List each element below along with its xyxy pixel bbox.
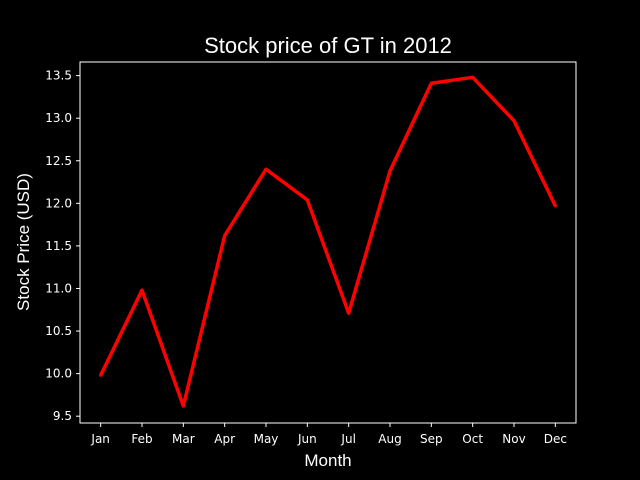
plot-frame	[79, 61, 577, 424]
data-point	[388, 169, 392, 173]
data-point	[181, 404, 185, 408]
x-axis-label: Month	[304, 451, 351, 470]
data-point	[99, 373, 103, 377]
x-tick-label: Mar	[172, 432, 195, 446]
data-point	[429, 81, 433, 85]
y-axis: 9.5 10.0 10.5 11.0 11.5 12.0 12.5 13.0 13.5	[45, 69, 80, 423]
y-tick-label: 12.5	[45, 154, 72, 168]
series-layer	[99, 75, 557, 408]
x-tick-label: Jul	[340, 432, 355, 446]
x-axis: Jan Feb Mar Apr May Jun Jul Aug Sep Oct Nov Dec	[90, 423, 567, 446]
y-tick-label: 12.0	[45, 196, 72, 210]
x-tick-label: Feb	[131, 432, 152, 446]
data-point	[347, 311, 351, 315]
x-tick-label: Nov	[502, 432, 525, 446]
x-tick-label: Dec	[544, 432, 567, 446]
data-point	[305, 198, 309, 202]
data-point	[223, 234, 227, 238]
x-tick-label: Sep	[420, 432, 443, 446]
series-line	[99, 75, 557, 408]
chart-title: Stock price of GT in 2012	[204, 33, 452, 58]
y-tick-label: 10.0	[45, 367, 72, 381]
data-point	[553, 204, 557, 208]
data-point	[512, 119, 516, 123]
y-tick-label: 10.5	[45, 324, 72, 338]
x-tick-label: Aug	[378, 432, 401, 446]
x-tick-label: Oct	[462, 432, 483, 446]
plot-area: 9.5 10.0 10.5 11.0 11.5 12.0 12.5 13.0 13.5 Jan F…	[45, 61, 577, 446]
data-point	[140, 288, 144, 292]
data-point	[471, 75, 475, 79]
y-axis-label: Stock Price (USD)	[14, 173, 33, 311]
x-tick-label: Jan	[90, 432, 110, 446]
x-tick-label: Jun	[297, 432, 317, 446]
x-tick-label: May	[254, 432, 279, 446]
y-tick-label: 13.0	[45, 111, 72, 125]
y-tick-label: 13.5	[45, 69, 72, 83]
y-tick-label: 11.5	[45, 239, 72, 253]
data-point	[264, 167, 268, 171]
x-tick-label: Apr	[214, 432, 235, 446]
y-tick-label: 11.0	[45, 281, 72, 295]
y-tick-label: 9.5	[53, 409, 72, 423]
